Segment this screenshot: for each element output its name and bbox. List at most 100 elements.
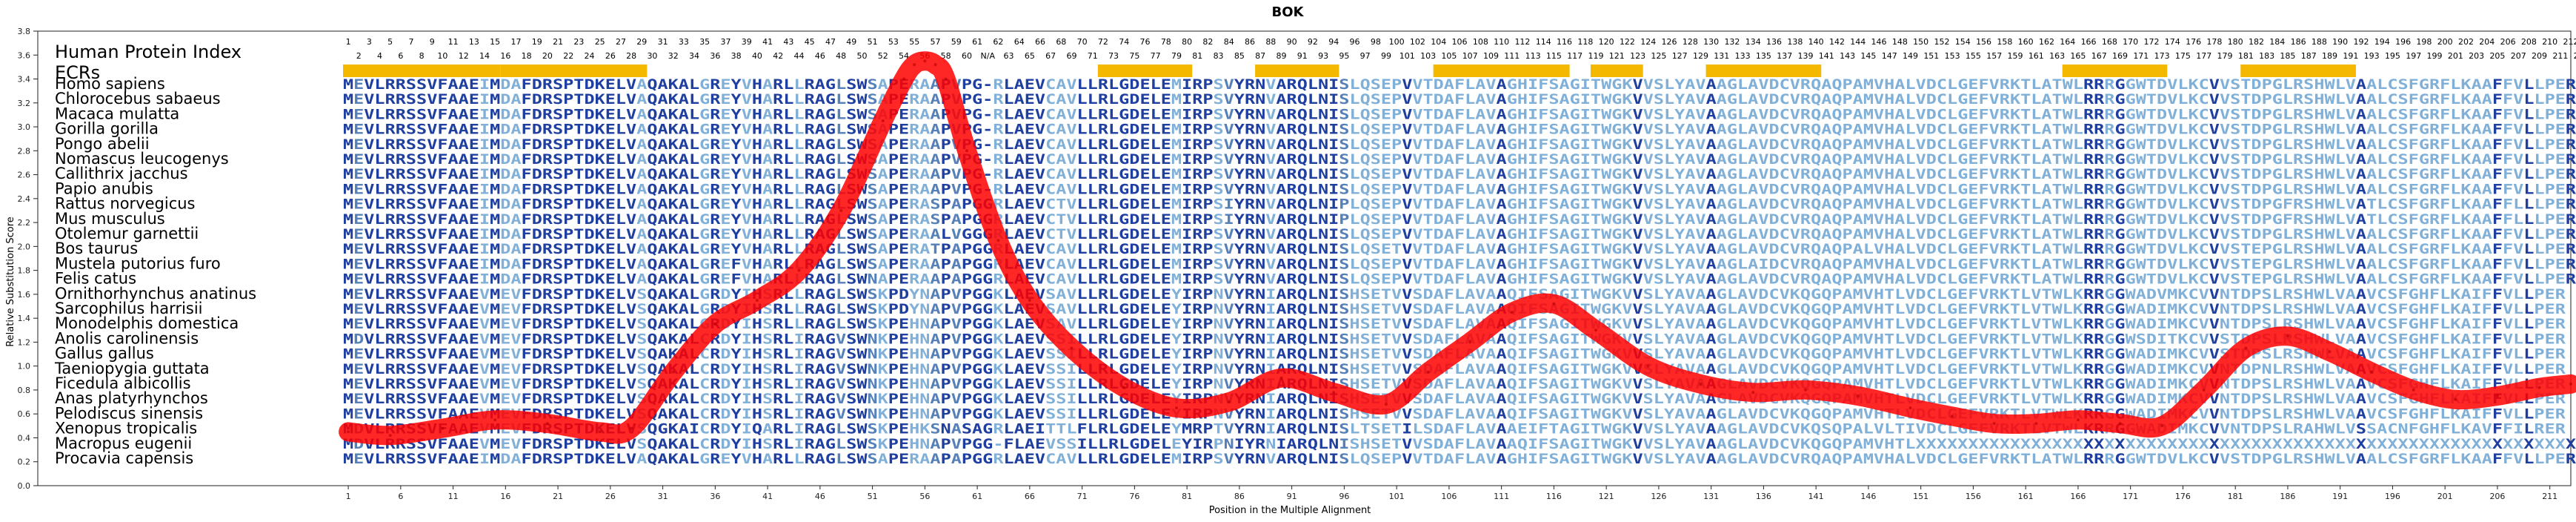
residue: K xyxy=(2000,331,2011,347)
residue: A xyxy=(1497,346,1508,363)
residue: R xyxy=(1098,122,1109,138)
residue: V xyxy=(1685,301,1695,317)
residue: G xyxy=(2126,136,2136,153)
residue: K xyxy=(668,106,679,122)
residue: L xyxy=(1905,196,1915,213)
residue: M xyxy=(1853,316,1863,332)
residue: E xyxy=(899,241,909,257)
residue: E xyxy=(1139,76,1150,93)
residue: D xyxy=(584,166,594,182)
residue: R xyxy=(1287,136,1298,153)
residue: D xyxy=(1129,256,1139,272)
residue: Y xyxy=(731,346,742,363)
ecr-bar xyxy=(1591,65,1643,77)
residue: S xyxy=(2387,301,2397,317)
residue: Y xyxy=(1171,376,1182,392)
residue: L xyxy=(2177,166,2188,182)
residue: T xyxy=(2146,106,2157,122)
residue: S xyxy=(1371,136,1381,153)
residue: R xyxy=(2566,91,2576,108)
residue: E xyxy=(1381,241,1391,257)
residue: V xyxy=(1874,226,1884,242)
residue: D xyxy=(532,271,542,288)
residue: V xyxy=(1790,211,1800,228)
residue: L xyxy=(1947,76,1957,93)
ecr-bar xyxy=(2240,65,2356,77)
protein-index-number: 197 xyxy=(2406,51,2421,61)
residue: S xyxy=(2398,181,2409,197)
residue: S xyxy=(1339,316,1349,332)
residue: T xyxy=(2020,151,2031,168)
residue: L xyxy=(2177,91,2188,108)
residue: F xyxy=(2492,196,2503,213)
residue: N xyxy=(1318,106,1328,122)
residue: K xyxy=(1790,346,1801,363)
residue: F xyxy=(2492,211,2503,228)
residue: E xyxy=(469,122,479,138)
residue: K xyxy=(2189,211,2200,228)
residue: A xyxy=(919,76,931,93)
residue: P xyxy=(1843,226,1853,242)
residue: A xyxy=(1014,346,1025,363)
residue: P xyxy=(1391,211,1402,228)
residue: T xyxy=(2366,196,2377,213)
residue: V xyxy=(1622,391,1632,407)
residue: L xyxy=(1664,136,1674,153)
residue: W xyxy=(856,76,868,93)
residue: E xyxy=(899,346,909,363)
residue: L xyxy=(616,181,626,197)
residue: A xyxy=(1465,286,1476,303)
residue: Q xyxy=(647,241,657,257)
residue: I xyxy=(1580,151,1591,168)
residue: R xyxy=(909,106,920,122)
residue: L xyxy=(689,226,699,242)
residue: R xyxy=(993,106,1004,122)
residue: K xyxy=(1622,211,1633,228)
residue: K xyxy=(668,226,679,242)
residue: V xyxy=(1633,106,1643,122)
protein-index-number: 165 xyxy=(2070,51,2086,61)
residue: A xyxy=(658,256,669,272)
residue: L xyxy=(1003,136,1014,153)
residue: L xyxy=(1727,331,1737,347)
protein-index-number: 176 xyxy=(2186,37,2201,47)
residue: F xyxy=(2409,226,2419,242)
residue: Y xyxy=(1234,91,1245,108)
residue: F xyxy=(1454,226,1465,242)
residue: V xyxy=(510,346,521,363)
residue: L xyxy=(1077,196,1088,213)
residue: K xyxy=(2189,151,2200,168)
residue: L xyxy=(1465,271,1475,288)
residue: Q xyxy=(1831,151,1842,168)
residue: F xyxy=(1979,76,1989,93)
residue: Y xyxy=(731,196,742,213)
residue: L xyxy=(1654,316,1664,332)
residue: P xyxy=(1202,181,1213,197)
ecr-bar xyxy=(1098,65,1192,77)
residue: A xyxy=(658,241,669,257)
residue: L xyxy=(1349,256,1359,272)
residue: R xyxy=(1800,91,1811,108)
residue: P xyxy=(563,211,573,228)
residue: E xyxy=(469,376,479,392)
residue: D xyxy=(720,376,730,392)
residue: R xyxy=(1245,76,1256,93)
residue: A xyxy=(459,286,470,303)
residue: A xyxy=(1821,181,1832,197)
residue: A xyxy=(930,271,941,288)
residue: Q xyxy=(1811,122,1821,138)
residue: T xyxy=(2052,151,2063,168)
residue: D xyxy=(2251,181,2261,197)
residue: A xyxy=(459,226,470,242)
residue: S xyxy=(416,376,427,392)
residue: V xyxy=(1916,256,1926,272)
residue: A xyxy=(1674,286,1685,303)
residue: Y xyxy=(1171,331,1182,347)
residue: I xyxy=(742,391,752,407)
residue: L xyxy=(2523,346,2534,363)
residue: L xyxy=(2523,286,2534,303)
residue: A xyxy=(919,271,931,288)
residue: A xyxy=(1674,301,1685,317)
residue: S xyxy=(846,136,856,153)
residue: M xyxy=(490,346,500,363)
